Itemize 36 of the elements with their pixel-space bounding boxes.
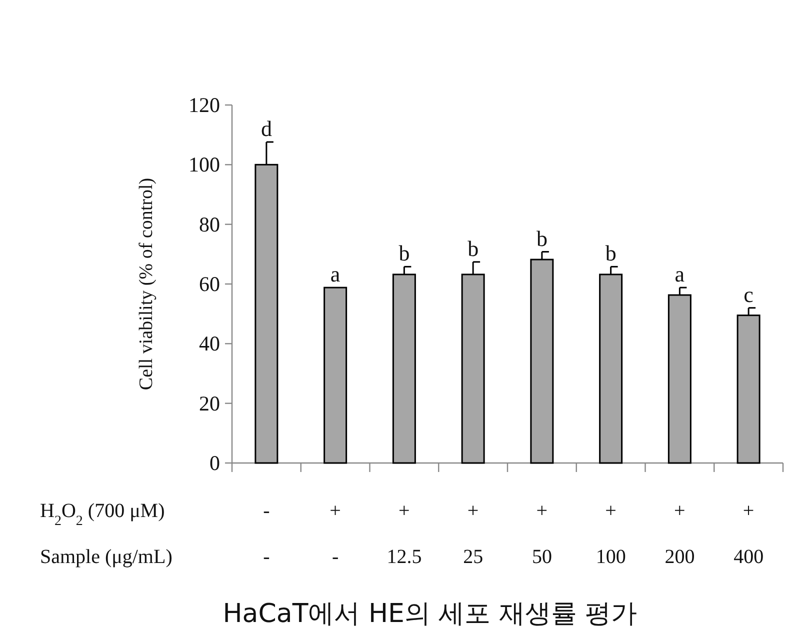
x-tick-label: -: [332, 546, 339, 568]
data-label: a: [330, 262, 340, 287]
y-tick-label: 60: [199, 272, 220, 296]
y-axis-title: Cell viability (% of control): [136, 178, 157, 390]
y-tick-label: 0: [210, 451, 220, 475]
data-label: c: [744, 282, 754, 307]
data-label: b: [605, 240, 616, 266]
y-tick-label: 100: [188, 152, 220, 177]
data-label: d: [260, 116, 272, 141]
y-tick-label: 20: [199, 391, 220, 416]
text: -: [263, 500, 270, 522]
data-label: a: [674, 262, 685, 287]
x-axis-title: Sample (μg/mL): [40, 546, 172, 568]
text: +: [536, 500, 548, 522]
x-tick-label: 200: [664, 546, 695, 568]
text: +: [330, 500, 341, 522]
text: H$_{2}$O$_{2}$ (700 μM): [40, 500, 165, 528]
y-tick-label: 80: [199, 212, 220, 236]
x-tick-label: 50: [532, 546, 552, 568]
data-label: b: [398, 240, 410, 266]
x-tick-label: 25: [463, 546, 484, 568]
text: +: [467, 500, 479, 522]
text: +: [742, 500, 754, 522]
bar: [324, 286, 348, 464]
text: HaCaT에서 HE의 세포 재생률 평가: [222, 599, 638, 629]
text: +: [674, 500, 686, 522]
data-label: b: [536, 226, 548, 251]
x-tick-label: 100: [596, 546, 626, 568]
text: +: [605, 500, 616, 522]
x-tick-label: -: [263, 546, 270, 568]
y-tick-label: 40: [199, 332, 220, 356]
data-label: b: [468, 236, 479, 261]
x-tick-label: 400: [734, 546, 764, 568]
text: +: [398, 500, 410, 522]
x-tick-label: 12.5: [386, 546, 422, 568]
y-tick-label: 120: [188, 93, 220, 117]
